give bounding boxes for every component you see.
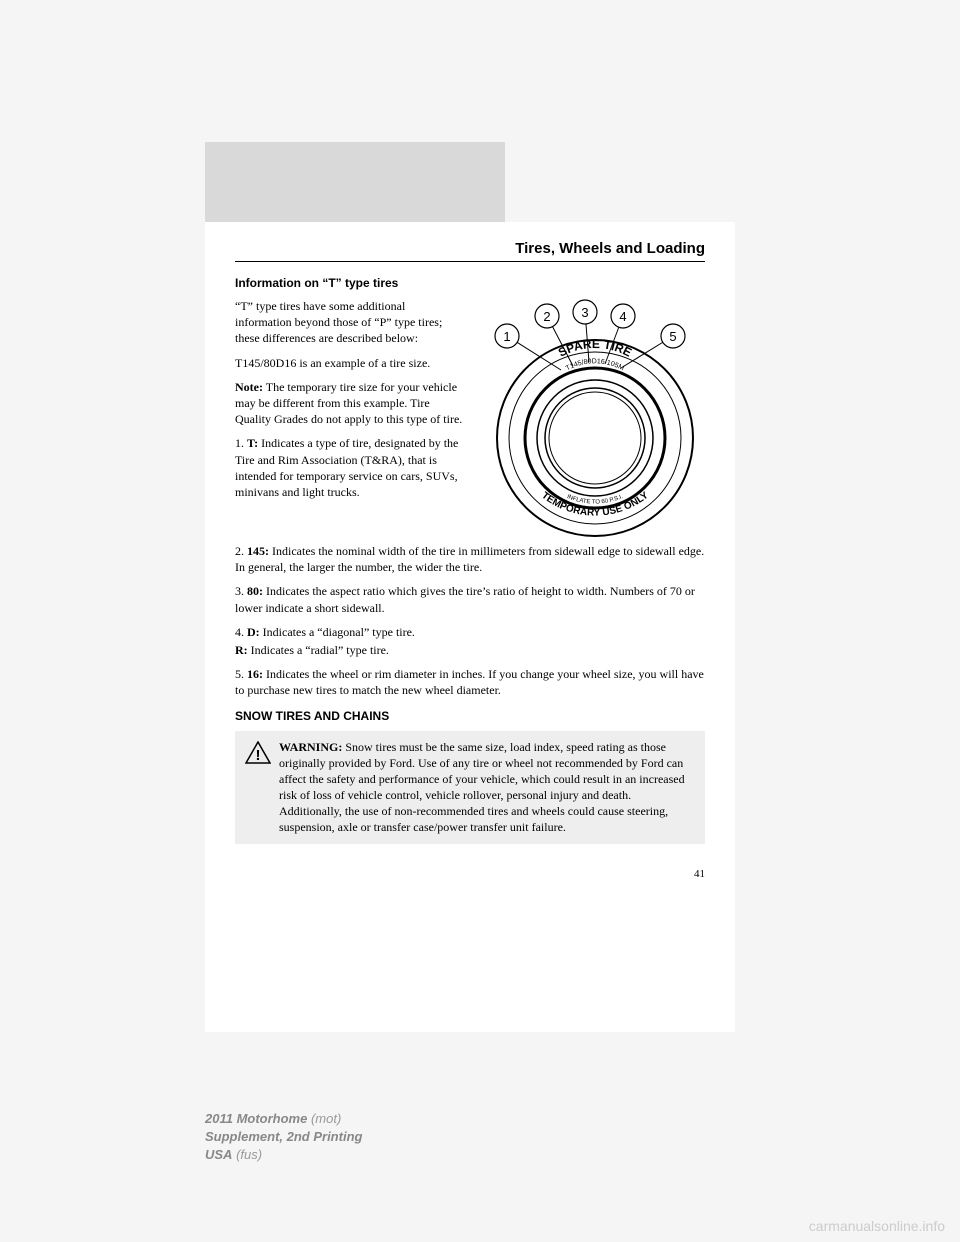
footer-region-code: (fus): [232, 1147, 262, 1162]
warning-icon: !: [245, 741, 271, 765]
item3-num: 3.: [235, 584, 247, 598]
item4-num: 4.: [235, 625, 247, 639]
page-number: 41: [235, 868, 705, 880]
item1-code: T:: [247, 436, 258, 450]
item4r-code: R:: [235, 643, 248, 657]
warning-label: WARNING:: [279, 740, 342, 754]
item5-text: Indicates the wheel or rim diameter in i…: [235, 667, 704, 697]
para-item-4r: R: Indicates a “radial” type tire.: [235, 642, 705, 658]
para-example: T145/80D16 is an example of a tire size.: [235, 355, 463, 371]
item2-num: 2.: [235, 544, 247, 558]
item4-text: Indicates a “diagonal” type tire.: [260, 625, 415, 639]
subheading: Information on “T” type tires: [235, 276, 705, 290]
item2-text: Indicates the nominal width of the tire …: [235, 544, 704, 574]
section-title: Tires, Wheels and Loading: [235, 240, 705, 262]
callout-2: 2: [543, 309, 550, 324]
item1-text: Indicates a type of tire, designated by …: [235, 436, 458, 499]
page-content: Tires, Wheels and Loading Information on…: [205, 222, 735, 1032]
footer-block: 2011 Motorhome (mot) Supplement, 2nd Pri…: [205, 1110, 362, 1165]
item1-num: 1.: [235, 436, 247, 450]
para-item-5: 5. 16: Indicates the wheel or rim diamet…: [235, 666, 705, 698]
callout-5: 5: [669, 329, 676, 344]
spare-tire-diagram: SPARE TIRE T145/80D16 105M TEMPORARY USE…: [475, 298, 705, 543]
note-text: The temporary tire size for your vehicle…: [235, 380, 462, 426]
para-item-2: 2. 145: Indicates the nominal width of t…: [235, 543, 705, 575]
item2-code: 145:: [247, 544, 269, 558]
para-item-1: 1. T: Indicates a type of tire, designat…: [235, 435, 463, 500]
snow-tires-heading: SNOW TIRES AND CHAINS: [235, 709, 705, 723]
warning-text-wrap: WARNING: Snow tires must be the same siz…: [279, 739, 695, 836]
callout-3: 3: [581, 305, 588, 320]
item5-num: 5.: [235, 667, 247, 681]
header-gray-block: [205, 142, 505, 222]
item4-code: D:: [247, 625, 260, 639]
callout-1: 1: [503, 329, 510, 344]
item3-text: Indicates the aspect ratio which gives t…: [235, 584, 695, 614]
para-note: Note: The temporary tire size for your v…: [235, 379, 463, 428]
footer-model: 2011 Motorhome: [205, 1111, 307, 1126]
para-item-4: 4. D: Indicates a “diagonal” type tire.: [235, 624, 705, 640]
para-item-3: 3. 80: Indicates the aspect ratio which …: [235, 583, 705, 615]
note-label: Note:: [235, 380, 263, 394]
item5-code: 16:: [247, 667, 263, 681]
footer-supplement: Supplement, 2nd Printing: [205, 1128, 362, 1146]
svg-text:!: !: [256, 747, 261, 764]
footer-model-code: (mot): [307, 1111, 341, 1126]
callout-4: 4: [619, 309, 626, 324]
left-text-column: “T” type tires have some additional info…: [235, 298, 463, 543]
footer-region: USA: [205, 1147, 232, 1162]
warning-box: ! WARNING: Snow tires must be the same s…: [235, 731, 705, 844]
watermark: carmanualsonline.info: [809, 1218, 945, 1234]
item4r-text: Indicates a “radial” type tire.: [248, 643, 389, 657]
two-column-wrap: “T” type tires have some additional info…: [235, 298, 705, 543]
para-intro: “T” type tires have some additional info…: [235, 298, 463, 347]
tire-diagram-column: SPARE TIRE T145/80D16 105M TEMPORARY USE…: [475, 298, 705, 543]
item3-code: 80:: [247, 584, 263, 598]
